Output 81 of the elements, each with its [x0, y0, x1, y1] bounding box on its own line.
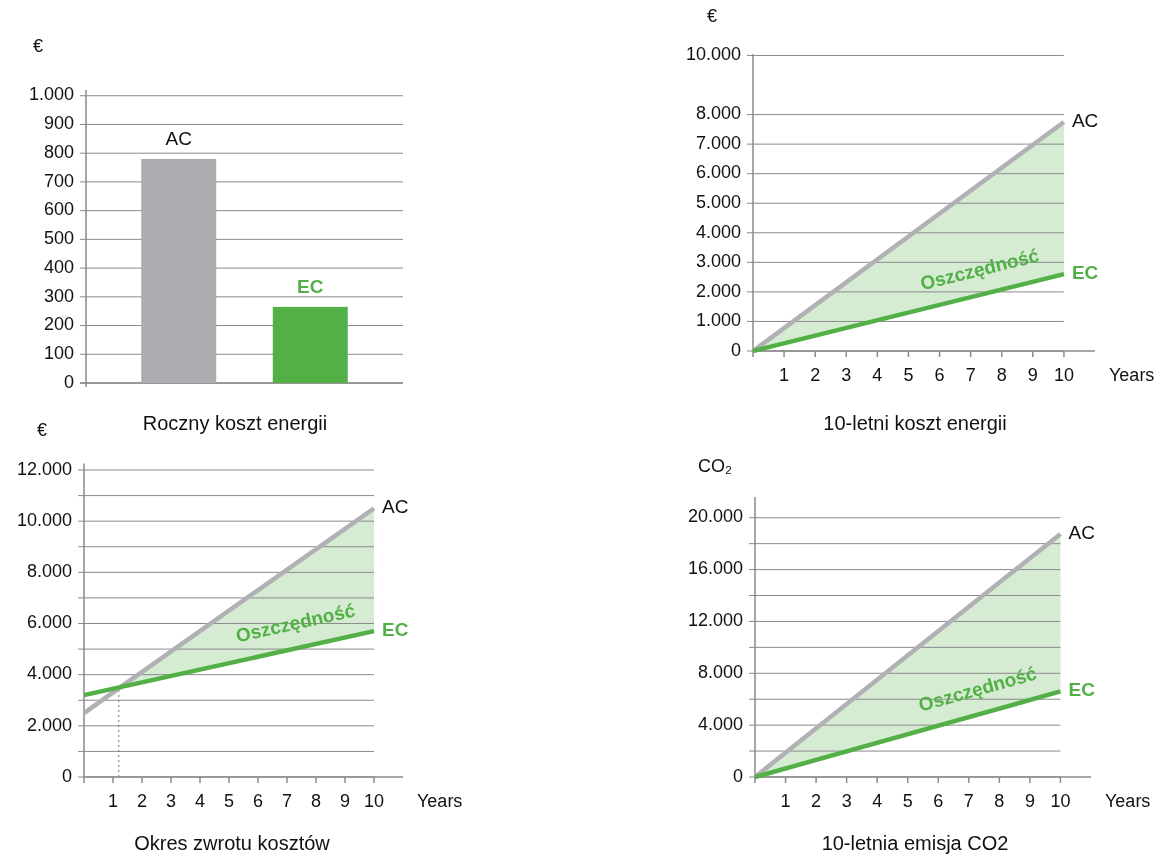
y-tick-label: 400 [43, 256, 74, 277]
y-tick-label: 4.000 [695, 221, 741, 242]
y-tick-label: 6.000 [26, 612, 72, 633]
x-tick-label: 8 [996, 365, 1007, 385]
x-tick-label: 6 [934, 365, 945, 385]
y-tick-label: 10.000 [685, 44, 741, 65]
x-tick-label: 9 [1024, 791, 1035, 811]
x-tick-label: 7 [281, 791, 293, 811]
x-tick-label: 2 [811, 791, 822, 811]
y-tick-label: 8.000 [26, 561, 72, 582]
x-tick-label: 1 [107, 791, 119, 811]
y-tick-label: 12.000 [687, 610, 743, 631]
y-tick-label: 0 [732, 765, 743, 786]
x-tick-label: 1 [780, 791, 791, 811]
x-tick-label: 9 [339, 791, 351, 811]
x-tick-label: 3 [165, 791, 177, 811]
x-tick-label: 10 [1050, 791, 1071, 811]
x-tick-label: 6 [252, 791, 264, 811]
x-axis-title: Years [417, 791, 463, 811]
x-tick-label: 4 [872, 365, 883, 385]
x-tick-label: 1 [779, 365, 790, 385]
x-tick-label: 8 [310, 791, 322, 811]
series-label: AC [1068, 521, 1095, 543]
y-tick-label: 7.000 [695, 132, 741, 153]
x-tick-label: 2 [136, 791, 148, 811]
x-tick-label: 7 [965, 365, 976, 385]
y-tick-label: 5.000 [695, 191, 741, 212]
x-tick-label: 4 [194, 791, 206, 811]
y-tick-label: 2.000 [695, 280, 741, 301]
y-tick-label: 10.000 [16, 509, 72, 530]
x-tick-label: 5 [223, 791, 235, 811]
y-tick-label: 500 [43, 228, 74, 249]
text: Roczny koszt energii [142, 412, 328, 434]
y-tick-label: 20.000 [687, 506, 743, 527]
y-tick-label: 4.000 [26, 663, 72, 684]
series-label: AC [382, 496, 409, 518]
y-tick-label: 300 [43, 285, 74, 306]
text: 10-letnia emisja CO2 [821, 832, 1009, 854]
x-tick-label: 10 [363, 791, 385, 811]
y-axis-title: € [706, 6, 718, 26]
x-tick-label: 8 [994, 791, 1005, 811]
y-axis-title: CO₂ [698, 456, 732, 476]
y-tick-label: 200 [43, 314, 74, 335]
y-axis-title: € [36, 420, 48, 440]
x-tick-label: 6 [933, 791, 944, 811]
text: 10-letni koszt energii [823, 412, 1007, 434]
x-tick-label: 3 [841, 365, 852, 385]
series-label: EC [382, 619, 409, 641]
y-tick-label: 4.000 [697, 713, 743, 734]
y-tick-label: 800 [43, 141, 74, 162]
text: Okres zwrotu kosztów [134, 832, 331, 854]
y-tick-label: 8.000 [695, 103, 741, 124]
series-label: EC [1068, 679, 1096, 701]
y-tick-label: 1.000 [695, 310, 741, 331]
y-tick-label: 700 [43, 170, 74, 191]
y-axis-title: € [32, 36, 44, 56]
x-tick-label: 5 [902, 791, 913, 811]
x-tick-label: 9 [1027, 365, 1038, 385]
y-tick-label: 6.000 [695, 162, 741, 183]
x-axis-title: Years [1105, 791, 1151, 811]
y-tick-label: 3.000 [695, 251, 741, 272]
y-tick-label: 16.000 [687, 558, 743, 579]
series-label: EC [1071, 262, 1099, 284]
x-axis-title: Years [1109, 365, 1155, 385]
x-tick-label: 2 [810, 365, 821, 385]
y-tick-label: 8.000 [697, 662, 743, 683]
x-tick-label: 4 [872, 791, 883, 811]
y-tick-label: 600 [43, 199, 74, 220]
x-tick-label: 10 [1053, 365, 1074, 385]
y-tick-label: 0 [63, 371, 74, 392]
y-tick-label: 900 [43, 113, 74, 134]
y-tick-label: 0 [730, 339, 741, 360]
y-tick-label: 100 [43, 343, 74, 364]
y-tick-label: 2.000 [26, 714, 72, 735]
series-label: AC [1071, 109, 1099, 131]
x-tick-label: 5 [903, 365, 914, 385]
y-tick-label: 0 [61, 765, 72, 786]
y-tick-label: 12.000 [16, 458, 72, 479]
y-tick-label: 1.000 [28, 84, 74, 105]
x-tick-label: 7 [963, 791, 974, 811]
x-tick-label: 3 [841, 791, 852, 811]
